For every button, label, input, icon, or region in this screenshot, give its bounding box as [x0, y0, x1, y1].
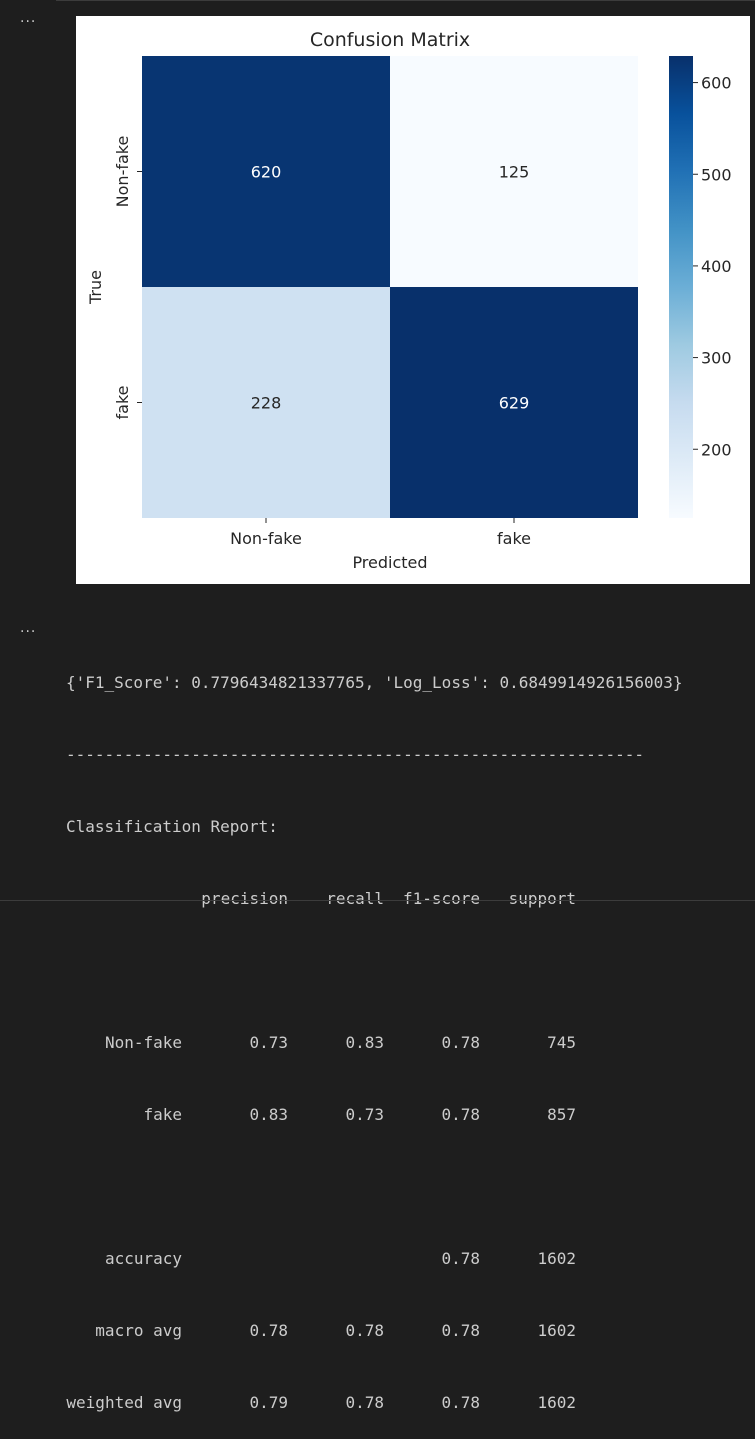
y-axis-label: True	[86, 270, 105, 305]
summary-row: weighted avg 0.79 0.78 0.78 1602	[66, 1393, 576, 1412]
heatmap-cell-label: 125	[499, 163, 530, 182]
x-axis: Non-fake fake	[230, 518, 531, 548]
colorbar-tick-label: 200	[701, 440, 732, 459]
y-tick-label: fake	[113, 386, 132, 420]
x-axis-label: Predicted	[352, 553, 427, 572]
classification-report-output: {'F1_Score': 0.7796434821337765, 'Log_Lo…	[66, 623, 683, 1439]
report-header-row: precision recall f1-score support	[66, 887, 683, 911]
cell-output-menu-icon-2[interactable]: ···	[20, 624, 37, 640]
heatmap-cells	[142, 56, 638, 518]
separator-line: ----------------------------------------…	[66, 745, 644, 764]
summary-row: accuracy 0.78 1602	[104, 1249, 576, 1268]
summary-row: macro avg 0.78 0.78 0.78 1602	[95, 1321, 576, 1340]
header-precision: precision	[201, 889, 288, 908]
chart-title: Confusion Matrix	[310, 29, 470, 51]
report-row: Non-fake 0.73 0.83 0.78 745	[104, 1033, 576, 1052]
y-axis: Non-fake fake	[113, 136, 142, 420]
colorbar-tick-label: 400	[701, 257, 732, 276]
colorbar-tick-label: 600	[701, 74, 732, 93]
cell-output-menu-icon[interactable]: ···	[20, 14, 37, 30]
heatmap-cell-label: 629	[499, 394, 530, 413]
header-support: support	[508, 889, 576, 908]
heatmap-cell-label: 228	[251, 394, 282, 413]
heatmap-cell	[390, 287, 638, 518]
heatmap-cell-label: 620	[251, 163, 282, 182]
cell-bottom-border	[0, 900, 755, 901]
x-tick-label: Non-fake	[230, 529, 302, 548]
heatmap-cell	[390, 56, 638, 287]
colorbar	[669, 56, 693, 518]
metrics-line: {'F1_Score': 0.7796434821337765, 'Log_Lo…	[66, 673, 683, 692]
heatmap-cell-labels: 620 125 228 629	[251, 163, 530, 413]
heatmap-cell	[142, 56, 390, 287]
colorbar-tick-label: 500	[701, 165, 732, 184]
colorbar-ticks: 200 300 400 500 600	[693, 74, 732, 459]
y-tick-label: Non-fake	[113, 136, 132, 208]
header-f1: f1-score	[402, 889, 480, 908]
heatmap-cell	[142, 287, 390, 518]
report-row: fake 0.83 0.73 0.78 857	[143, 1105, 576, 1124]
confusion-matrix-plot: Confusion Matrix 620 125 228 629 Non-fake fa…	[76, 16, 750, 584]
x-tick-label: fake	[497, 529, 531, 548]
header-recall: recall	[326, 889, 384, 908]
report-title: Classification Report:	[66, 817, 278, 836]
colorbar-tick-label: 300	[701, 349, 732, 368]
blank-row	[66, 959, 683, 983]
confusion-matrix-svg: Confusion Matrix 620 125 228 629 Non-fake fa…	[86, 29, 732, 572]
blank-row	[66, 1175, 683, 1199]
cell-top-border	[56, 0, 755, 5]
